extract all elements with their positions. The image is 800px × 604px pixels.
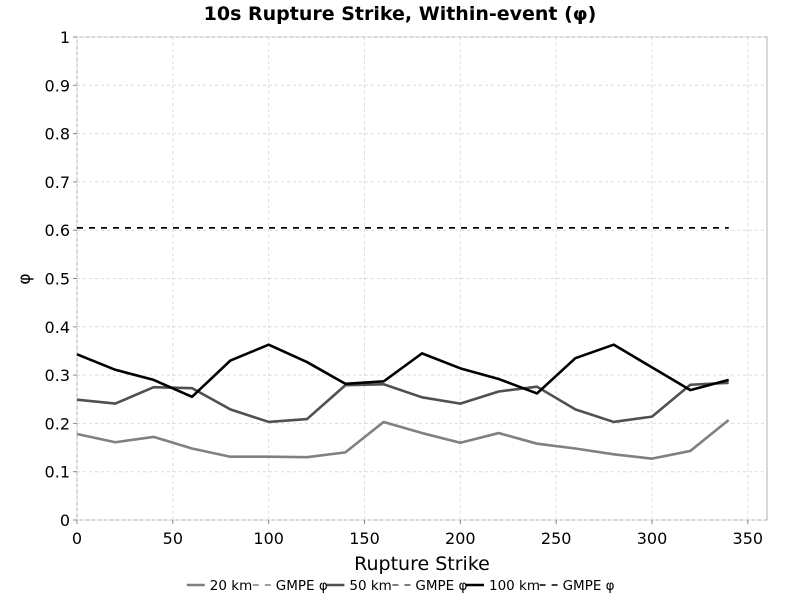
y-tick-label: 0.6 bbox=[45, 221, 70, 240]
series-20-km-line-0 bbox=[76, 419, 730, 460]
x-tick-label: 150 bbox=[349, 529, 380, 548]
legend-label: GMPE φ bbox=[415, 578, 467, 594]
grid bbox=[76, 36, 767, 521]
legend-label: 100 km bbox=[489, 578, 540, 594]
chart-title: 10s Rupture Strike, Within-event (φ) bbox=[204, 3, 597, 25]
y-tick-label: 0.8 bbox=[45, 125, 70, 144]
x-tick-label: 350 bbox=[733, 529, 764, 548]
y-tick-label: 0.2 bbox=[45, 414, 70, 433]
y-axis-label: φ bbox=[15, 273, 35, 284]
y-tick-label: 0.9 bbox=[45, 76, 70, 95]
series-50-km-line-2 bbox=[76, 381, 729, 424]
x-axis-label: Rupture Strike bbox=[354, 553, 490, 575]
x-tick-label: 50 bbox=[163, 529, 183, 548]
legend-label: GMPE φ bbox=[276, 578, 328, 594]
x-tick-label: 100 bbox=[253, 529, 284, 548]
y-tick-label: 0.3 bbox=[45, 366, 70, 385]
legend-label: GMPE φ bbox=[563, 578, 615, 594]
series-layer bbox=[76, 226, 730, 460]
y-tick-label: 0 bbox=[60, 511, 70, 530]
y-tick-label: 0.1 bbox=[45, 463, 70, 482]
y-tick-label: 0.4 bbox=[45, 318, 70, 337]
legend-label: 50 km bbox=[349, 578, 391, 594]
x-tick-label: 300 bbox=[637, 529, 668, 548]
axes: 0 0.1 0.2 0.3 0.4 0.5 0.6 0.7 0.8 0.9 1 0 50 100 150 20… bbox=[45, 28, 764, 548]
x-tick-label: 0 bbox=[72, 529, 82, 548]
y-tick-label: 1 bbox=[60, 28, 70, 47]
series-100-km-line-4 bbox=[76, 343, 730, 399]
y-tick-label: 0.5 bbox=[45, 270, 70, 289]
legend-label: 20 km bbox=[210, 578, 252, 594]
x-tick-label: 250 bbox=[541, 529, 572, 548]
legend: 20 km GMPE φ 50 km GMPE φ 100 km GMPE φ bbox=[186, 578, 615, 594]
y-tick-label: 0.7 bbox=[45, 173, 70, 192]
x-tick-label: 200 bbox=[445, 529, 476, 548]
